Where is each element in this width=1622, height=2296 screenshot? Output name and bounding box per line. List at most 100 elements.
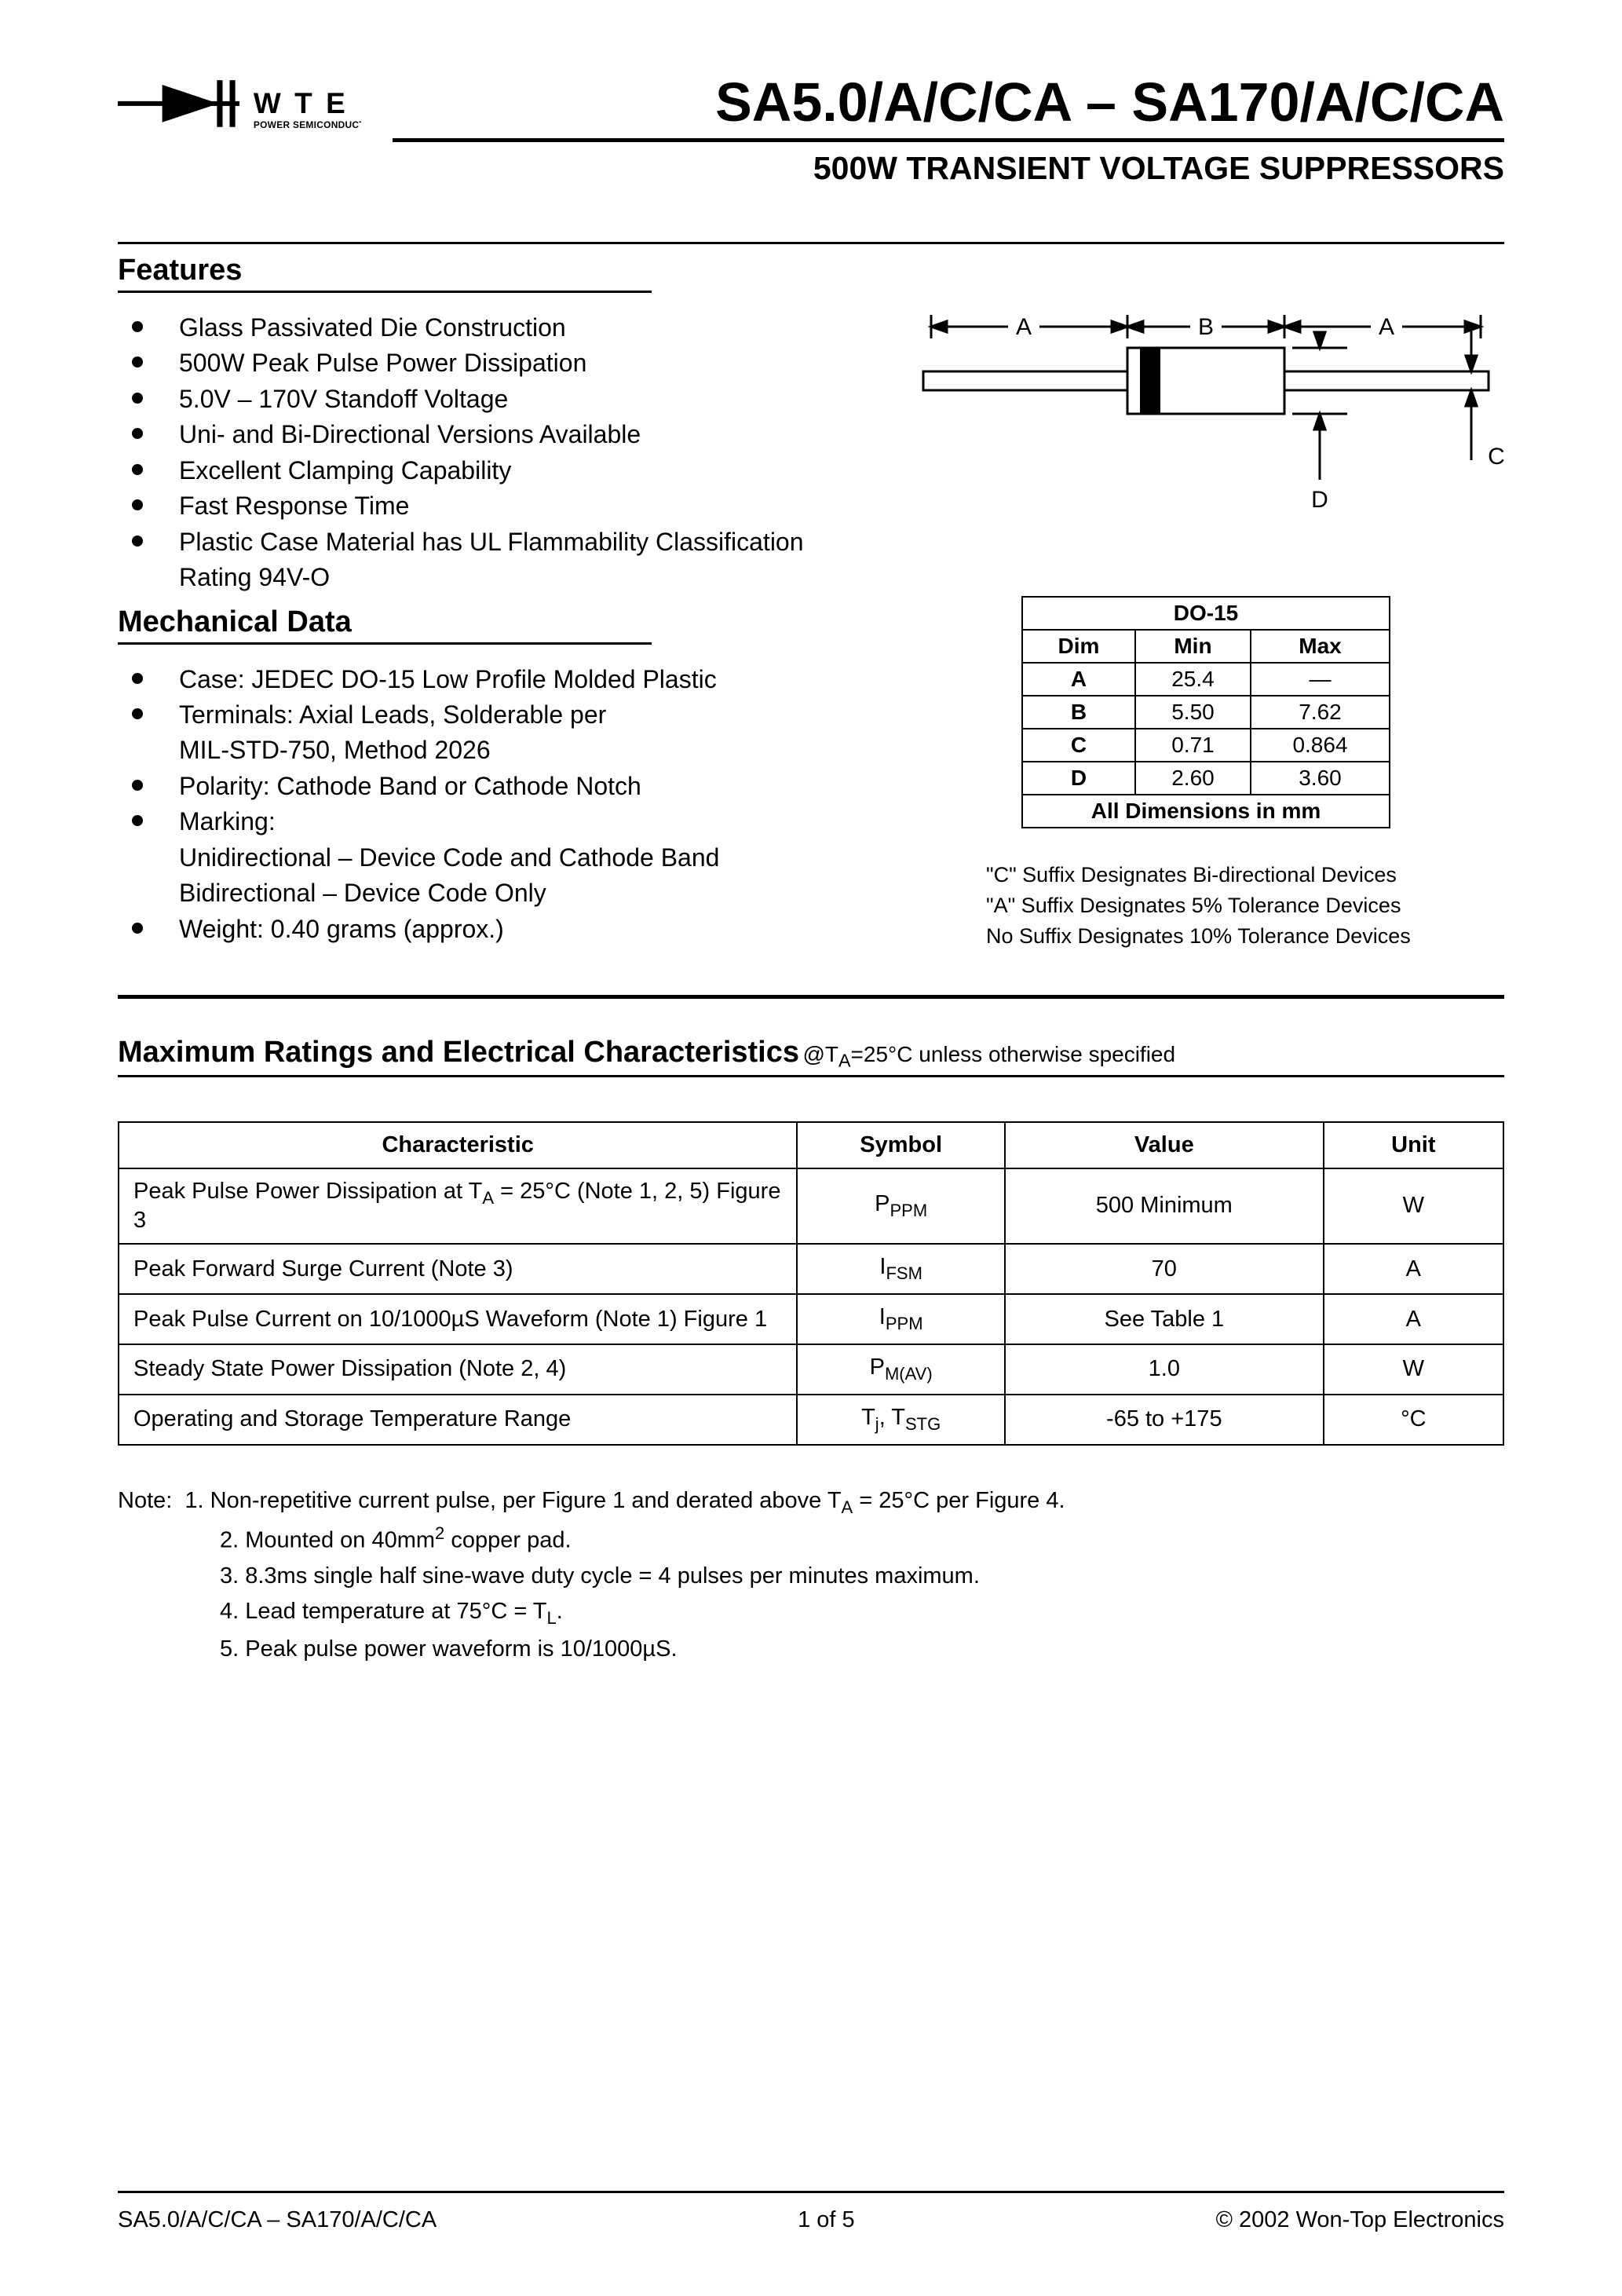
suffix-note: "A" Suffix Designates 5% Tolerance Devic…	[986, 890, 1426, 921]
ratings-row: Peak Pulse Current on 10/1000µS Waveform…	[119, 1294, 1503, 1344]
dim-row: B5.507.62	[1022, 696, 1390, 729]
suffix-note: "C" Suffix Designates Bi-directional Dev…	[986, 860, 1426, 890]
ratings-value: 1.0	[1005, 1344, 1324, 1395]
ratings-unit: W	[1324, 1344, 1503, 1395]
ratings-row: Operating and Storage Temperature RangeT…	[119, 1395, 1503, 1445]
ratings-col-val: Value	[1005, 1122, 1324, 1168]
dim-row: C0.710.864	[1022, 729, 1390, 762]
suffix-note: No Suffix Designates 10% Tolerance Devic…	[986, 921, 1426, 952]
logo: W T E POWER SEMICONDUCTORS	[118, 71, 361, 157]
dim-col-min: Min	[1135, 630, 1251, 663]
mechanical-item-cont: MIL-STD-750, Method 2026	[118, 733, 845, 768]
ratings-row: Peak Pulse Power Dissipation at TA = 25°…	[119, 1168, 1503, 1245]
note-line: 3. 8.3ms single half sine-wave duty cycl…	[118, 1559, 1504, 1594]
max-ratings-heading-bar: Maximum Ratings and Electrical Character…	[118, 1026, 1504, 1077]
features-heading: Features	[118, 244, 652, 293]
mechanical-item: Marking:	[118, 804, 845, 839]
feature-item: Uni- and Bi-Directional Versions Availab…	[118, 417, 845, 452]
title-block: SA5.0/A/C/CA – SA170/A/C/CA 500W TRANSIE…	[361, 71, 1504, 187]
dim-cell: 3.60	[1251, 762, 1390, 795]
ratings-col-char: Characteristic	[119, 1122, 797, 1168]
note-line: 5. Peak pulse power waveform is 10/1000µ…	[118, 1632, 1504, 1667]
ratings-row: Steady State Power Dissipation (Note 2, …	[119, 1344, 1503, 1395]
ratings-symbol: IPPM	[797, 1294, 1005, 1344]
dim-table-footer: All Dimensions in mm	[1022, 795, 1390, 828]
feature-item: 5.0V – 170V Standoff Voltage	[118, 382, 845, 417]
ratings-table: Characteristic Symbol Value Unit Peak Pu…	[118, 1121, 1504, 1446]
max-ratings-heading: Maximum Ratings and Electrical Character…	[118, 1036, 799, 1069]
ratings-unit: °C	[1324, 1395, 1503, 1445]
dim-row: D2.603.60	[1022, 762, 1390, 795]
footer: SA5.0/A/C/CA – SA170/A/C/CA 1 of 5 © 200…	[118, 2191, 1504, 2233]
feature-item: Excellent Clamping Capability	[118, 453, 845, 488]
dim-label-c: C	[1488, 444, 1504, 470]
note-line: Note: 1. Non-repetitive current pulse, p…	[118, 1483, 1504, 1521]
ratings-symbol: IFSM	[797, 1244, 1005, 1294]
mechanical-item: Terminals: Axial Leads, Solderable per	[118, 697, 845, 733]
footer-center: 1 of 5	[798, 2207, 855, 2233]
dim-cell: B	[1022, 696, 1135, 729]
dim-cell: C	[1022, 729, 1135, 762]
ratings-char: Steady State Power Dissipation (Note 2, …	[119, 1344, 797, 1395]
ratings-unit: A	[1324, 1244, 1503, 1294]
mechanical-item: Polarity: Cathode Band or Cathode Notch	[118, 769, 845, 804]
dim-col-max: Max	[1251, 630, 1390, 663]
notes-block: Note: 1. Non-repetitive current pulse, p…	[118, 1483, 1504, 1667]
dim-table-title: DO-15	[1022, 597, 1390, 630]
dim-cell: 5.50	[1135, 696, 1251, 729]
main-title: SA5.0/A/C/CA – SA170/A/C/CA	[393, 71, 1504, 142]
ratings-value: -65 to +175	[1005, 1395, 1324, 1445]
dim-cell: 25.4	[1135, 663, 1251, 696]
ratings-char: Peak Pulse Power Dissipation at TA = 25°…	[119, 1168, 797, 1245]
suffix-notes: "C" Suffix Designates Bi-directional Dev…	[986, 860, 1426, 952]
dim-cell: 7.62	[1251, 696, 1390, 729]
dim-label-b: B	[1198, 314, 1214, 340]
mechanical-item-cont: Unidirectional – Device Code and Cathode…	[118, 840, 845, 876]
ratings-value: See Table 1	[1005, 1294, 1324, 1344]
ratings-unit: A	[1324, 1294, 1503, 1344]
header: W T E POWER SEMICONDUCTORS SA5.0/A/C/CA …	[118, 71, 1504, 187]
dim-cell: 2.60	[1135, 762, 1251, 795]
ratings-value: 70	[1005, 1244, 1324, 1294]
ratings-row: Peak Forward Surge Current (Note 3)IFSM7…	[119, 1244, 1503, 1294]
ratings-char: Peak Forward Surge Current (Note 3)	[119, 1244, 797, 1294]
mechanical-item-cont: Bidirectional – Device Code Only	[118, 876, 845, 911]
ratings-unit: W	[1324, 1168, 1503, 1245]
note-line: 2. Mounted on 40mm2 copper pad.	[118, 1520, 1504, 1559]
wte-logo-icon: W T E POWER SEMICONDUCTORS	[118, 71, 361, 157]
mechanical-row: Mechanical Data Case: JEDEC DO-15 Low Pr…	[118, 596, 1504, 952]
ratings-char: Peak Pulse Current on 10/1000µS Waveform…	[119, 1294, 797, 1344]
dim-label-a1: A	[1016, 314, 1032, 340]
footer-left: SA5.0/A/C/CA – SA170/A/C/CA	[118, 2207, 437, 2233]
feature-item: Plastic Case Material has UL Flammabilit…	[118, 525, 845, 596]
dim-cell: D	[1022, 762, 1135, 795]
feature-item: Fast Response Time	[118, 488, 845, 524]
dim-label-a2: A	[1379, 314, 1394, 340]
ratings-symbol: Tj, TSTG	[797, 1395, 1005, 1445]
mechanical-item: Weight: 0.40 grams (approx.)	[118, 912, 845, 947]
features-row: Features Glass Passivated Die Constructi…	[118, 244, 1504, 596]
ratings-symbol: PPPM	[797, 1168, 1005, 1245]
mechanical-heading: Mechanical Data	[118, 596, 652, 645]
ratings-value: 500 Minimum	[1005, 1168, 1324, 1245]
footer-right: © 2002 Won-Top Electronics	[1216, 2207, 1504, 2233]
dim-cell: 0.864	[1251, 729, 1390, 762]
feature-item: Glass Passivated Die Construction	[118, 310, 845, 345]
dim-col-dim: Dim	[1022, 630, 1135, 663]
ratings-char: Operating and Storage Temperature Range	[119, 1395, 797, 1445]
feature-item: 500W Peak Pulse Power Dissipation	[118, 345, 845, 381]
subtitle: 500W TRANSIENT VOLTAGE SUPPRESSORS	[393, 150, 1504, 187]
ratings-col-unit: Unit	[1324, 1122, 1503, 1168]
dim-row: A25.4—	[1022, 663, 1390, 696]
dim-cell: A	[1022, 663, 1135, 696]
svg-text:W T E: W T E	[254, 87, 349, 119]
ratings-symbol: PM(AV)	[797, 1344, 1005, 1395]
mechanical-list: Case: JEDEC DO-15 Low Profile Molded Pla…	[118, 662, 845, 948]
features-list: Glass Passivated Die Construction500W Pe…	[118, 310, 845, 596]
dimensions-table: DO-15 Dim Min Max A25.4—B5.507.62C0.710.…	[1021, 596, 1390, 828]
dim-cell: 0.71	[1135, 729, 1251, 762]
max-ratings-condition: @TA=25°C unless otherwise specified	[802, 1042, 1175, 1066]
dim-label-d: D	[1311, 487, 1328, 513]
note-line: 4. Lead temperature at 75°C = TL.	[118, 1594, 1504, 1632]
svg-text:POWER SEMICONDUCTORS: POWER SEMICONDUCTORS	[254, 119, 361, 130]
